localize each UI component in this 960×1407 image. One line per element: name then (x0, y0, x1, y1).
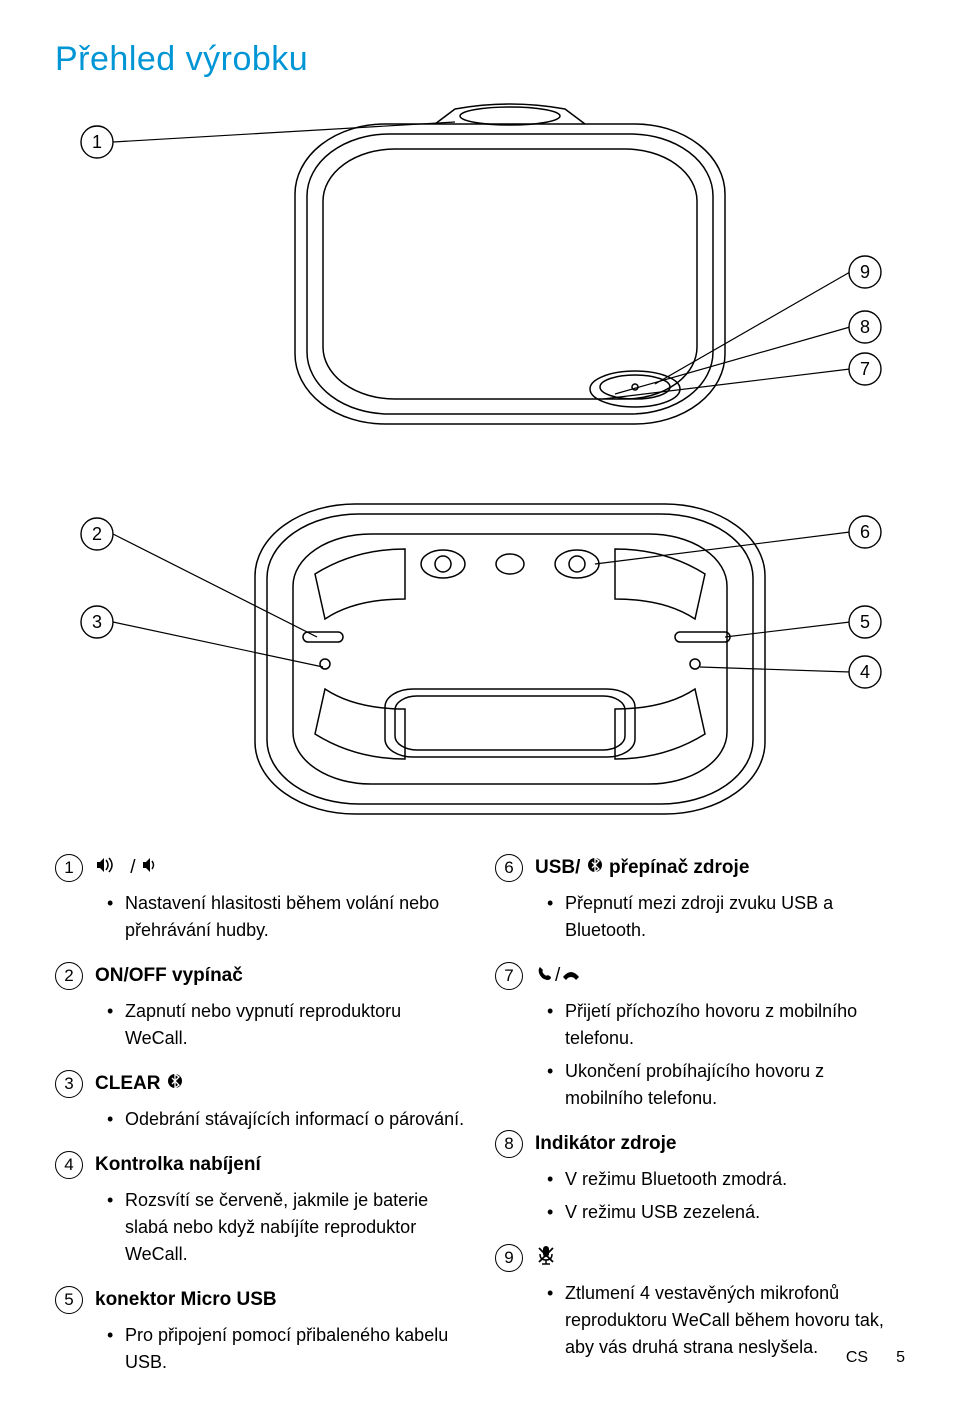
bullet: Přepnutí mezi zdroji zvuku USB a Bluetoo… (547, 890, 905, 944)
mic-mute-icon (537, 1245, 555, 1271)
footer-lang: CS (846, 1349, 868, 1367)
item-7: 7 / Přijetí příchozího hovoru z mobilníh… (495, 962, 905, 1112)
bullet: Nastavení hlasitosti během volání nebo p… (107, 890, 465, 944)
bullet: V režimu Bluetooth zmodrá. (547, 1166, 905, 1193)
item-1: 1 / Nastavení hlasitosti během volání ne… (55, 854, 465, 944)
item-2: 2 ON/OFF vypínač Zapnutí nebo vypnutí re… (55, 962, 465, 1052)
item-number: 6 (495, 854, 523, 882)
item-title: ON/OFF vypínač (95, 965, 243, 987)
item-number: 3 (55, 1070, 83, 1098)
item-5: 5 konektor Micro USB Pro připojení pomoc… (55, 1286, 465, 1376)
item-title: / (535, 965, 582, 987)
item-number: 5 (55, 1286, 83, 1314)
item-4: 4 Kontrolka nabíjení Rozsvítí se červeně… (55, 1151, 465, 1268)
item-number: 8 (495, 1130, 523, 1158)
volume-down-icon (143, 857, 161, 879)
svg-text:4: 4 (860, 662, 870, 682)
item-title: / (95, 857, 163, 879)
svg-text:1: 1 (92, 132, 102, 152)
bullet: Ukončení probíhajícího hovoru z mobilníh… (547, 1058, 905, 1112)
svg-text:8: 8 (860, 317, 870, 337)
description-columns: 1 / Nastavení hlasitosti během volání ne… (55, 854, 905, 1394)
svg-text:2: 2 (92, 524, 102, 544)
bluetooth-icon (168, 1072, 182, 1096)
phone-pickup-icon (537, 965, 553, 987)
right-column: 6 USB/ přepínač zdroje Přepnutí mezi zdr… (495, 854, 905, 1394)
item-number: 7 (495, 962, 523, 990)
bullet: Přijetí příchozího hovoru z mobilního te… (547, 998, 905, 1052)
svg-text:7: 7 (860, 359, 870, 379)
bullet: Pro připojení pomocí přibaleného kabelu … (107, 1322, 465, 1376)
item-number: 9 (495, 1244, 523, 1272)
svg-text:3: 3 (92, 612, 102, 632)
item-title: Indikátor zdroje (535, 1133, 676, 1155)
item-title: USB/ přepínač zdroje (535, 856, 749, 880)
item-6: 6 USB/ přepínač zdroje Přepnutí mezi zdr… (495, 854, 905, 944)
item-title: konektor Micro USB (95, 1289, 277, 1311)
item-number: 4 (55, 1151, 83, 1179)
item-title: Kontrolka nabíjení (95, 1154, 261, 1176)
bluetooth-icon (588, 856, 602, 880)
item-number: 2 (55, 962, 83, 990)
page-title: Přehled výrobku (55, 40, 905, 79)
bullet: V režimu USB zezelená. (547, 1199, 905, 1226)
product-diagram: 1 2 3 9 8 7 6 5 4 (55, 94, 905, 824)
item-number: 1 (55, 854, 83, 882)
svg-text:5: 5 (860, 612, 870, 632)
volume-up-icon (97, 857, 123, 879)
item-title (535, 1245, 557, 1271)
phone-hangup-icon (562, 965, 580, 987)
item-title: CLEAR (95, 1072, 184, 1096)
bullet: Odebrání stávajících informací o párován… (107, 1106, 465, 1133)
svg-text:9: 9 (860, 262, 870, 282)
svg-text:6: 6 (860, 522, 870, 542)
bullet: Rozsvítí se červeně, jakmile je baterie … (107, 1187, 465, 1268)
bullet: Zapnutí nebo vypnutí reproduktoru WeCall… (107, 998, 465, 1052)
footer-page-number: 5 (896, 1349, 905, 1367)
left-column: 1 / Nastavení hlasitosti během volání ne… (55, 854, 465, 1394)
item-8: 8 Indikátor zdroje V režimu Bluetooth zm… (495, 1130, 905, 1226)
item-9: 9 Ztlumení 4 vestavěných mikrofonů repro… (495, 1244, 905, 1361)
item-3: 3 CLEAR Odebrání stávajících informací o… (55, 1070, 465, 1133)
page-footer: CS 5 (846, 1349, 905, 1367)
